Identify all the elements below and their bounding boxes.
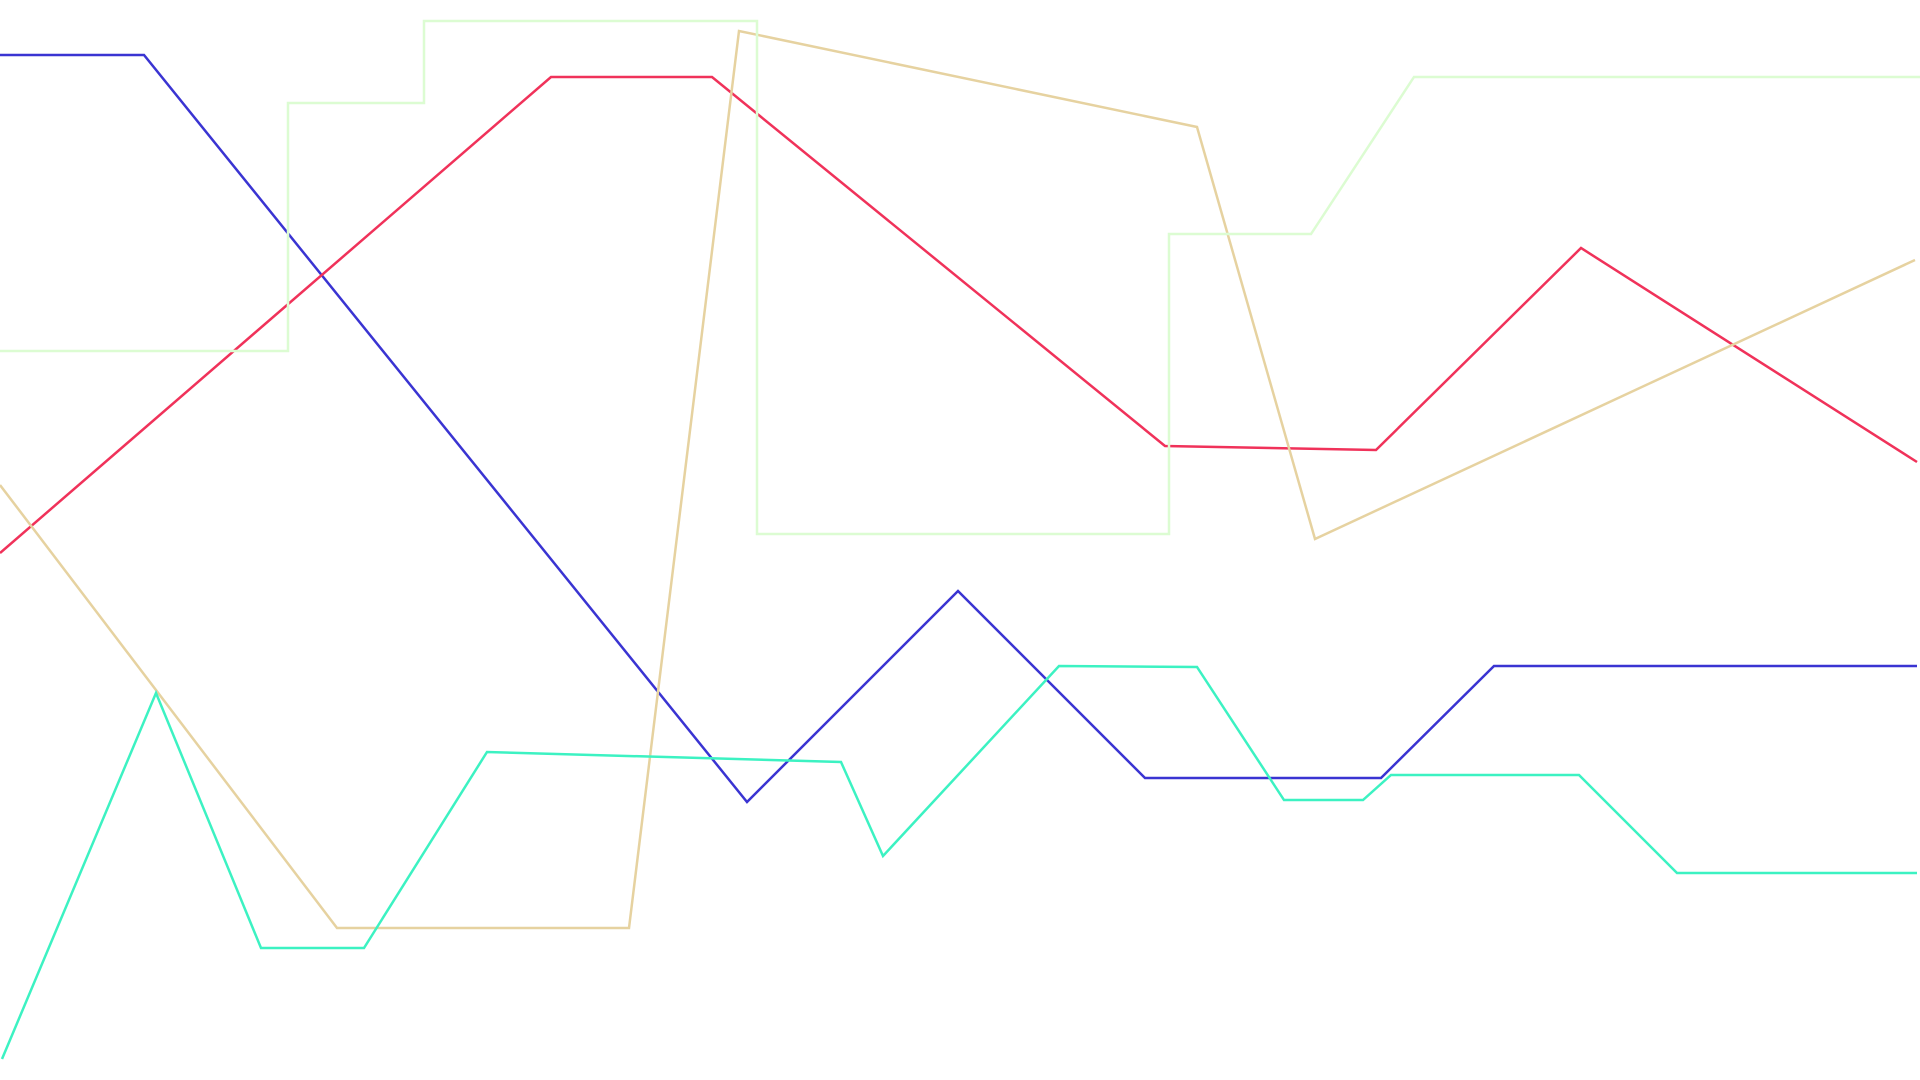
series-line-1 <box>0 53 1917 804</box>
series-layer <box>0 19 1920 1060</box>
series-line-2 <box>0 75 1918 554</box>
series-line-4 <box>0 19 1920 536</box>
series-line-3 <box>0 29 1916 930</box>
series-line-5 <box>0 664 1917 1060</box>
